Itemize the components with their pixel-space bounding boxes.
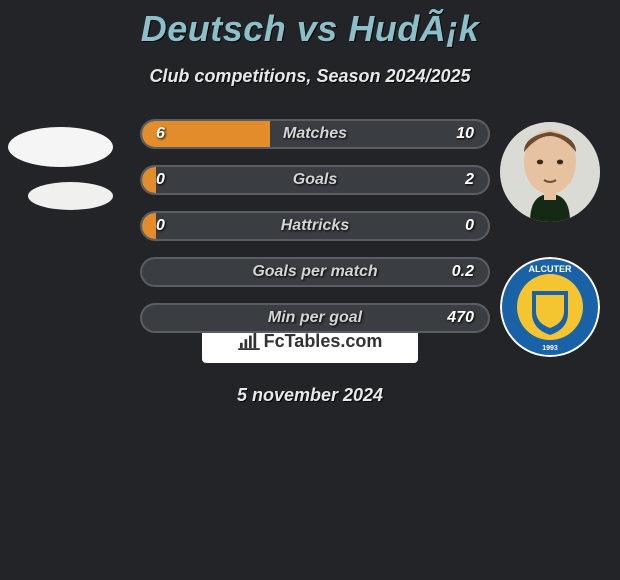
stat-right-value: 2 bbox=[465, 171, 474, 189]
stat-row-gpm: Goals per match 0.2 bbox=[140, 257, 490, 287]
stat-row-hattricks: 0 Hattricks 0 bbox=[140, 211, 490, 241]
stat-label: Goals bbox=[142, 171, 488, 189]
stat-right-value: 0 bbox=[465, 217, 474, 235]
page-title: Deutsch vs HudÃ¡k bbox=[0, 0, 620, 50]
club-left-badge bbox=[28, 182, 113, 210]
stat-label: Hattricks bbox=[142, 217, 488, 235]
stat-row-goals: 0 Goals 2 bbox=[140, 165, 490, 195]
stat-right-value: 470 bbox=[447, 309, 474, 327]
player-left-avatar bbox=[8, 127, 113, 167]
stat-row-matches: 6 Matches 10 bbox=[140, 119, 490, 149]
stat-label: Goals per match bbox=[142, 263, 488, 281]
stat-row-mpg: Min per goal 470 bbox=[140, 303, 490, 333]
comparison-widget: Deutsch vs HudÃ¡k Club competitions, Sea… bbox=[0, 0, 620, 406]
stat-bars: 6 Matches 10 0 Goals 2 0 Hattricks 0 G bbox=[140, 119, 490, 349]
footer-date: 5 november 2024 bbox=[0, 385, 620, 406]
stat-right-value: 0.2 bbox=[452, 263, 474, 281]
stat-label: Matches bbox=[142, 125, 488, 143]
stat-label: Min per goal bbox=[142, 309, 488, 327]
season-subtitle: Club competitions, Season 2024/2025 bbox=[0, 66, 620, 87]
face-icon bbox=[500, 122, 600, 222]
club-right-badge: ALCUTER 1993 bbox=[500, 257, 600, 357]
player-right-avatar bbox=[500, 122, 600, 222]
badge-year: 1993 bbox=[542, 345, 558, 352]
shield-badge-icon: ALCUTER 1993 bbox=[500, 257, 600, 357]
stat-right-value: 10 bbox=[456, 125, 474, 143]
badge-top-text: ALCUTER bbox=[529, 264, 572, 274]
